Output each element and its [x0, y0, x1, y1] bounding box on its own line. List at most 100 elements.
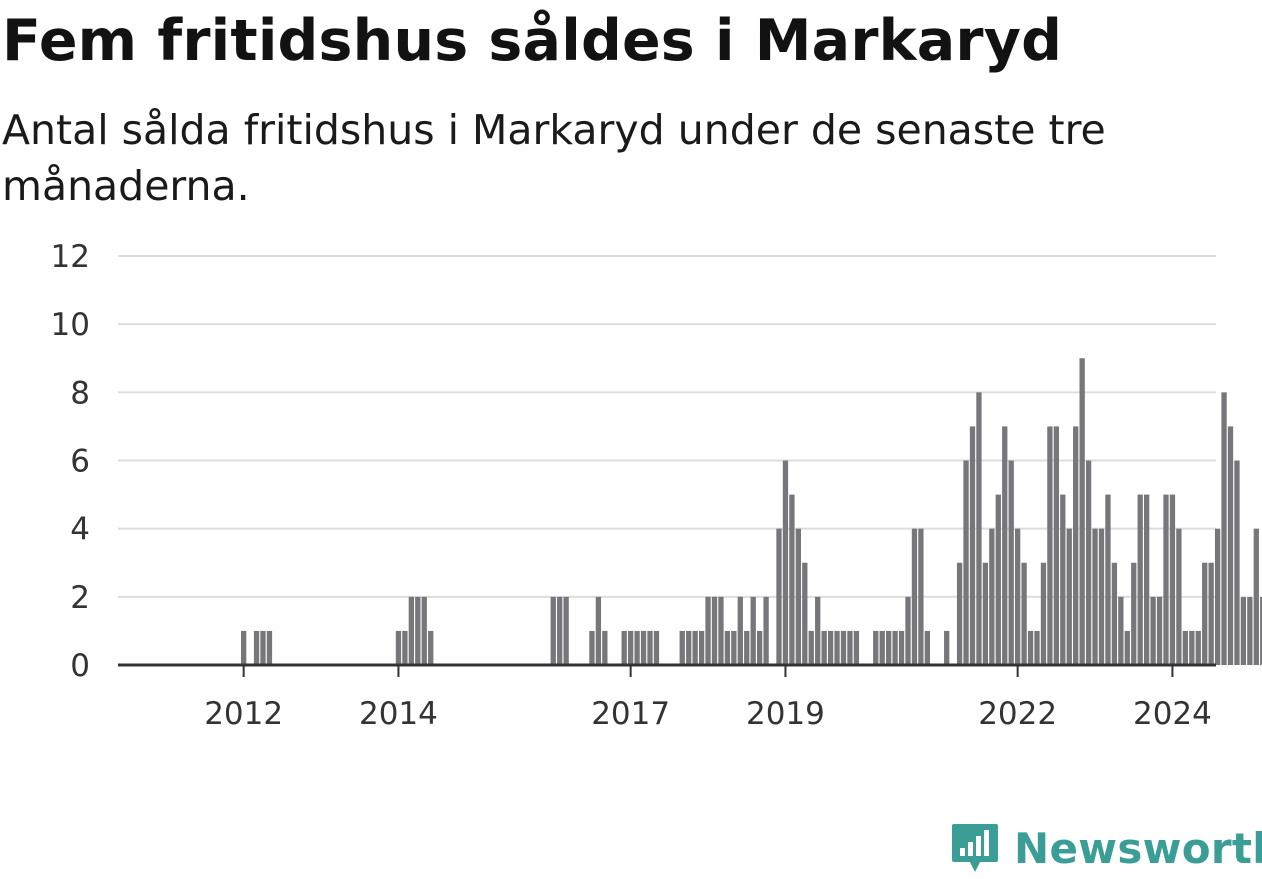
bar [1098, 528, 1105, 665]
bar [911, 528, 918, 665]
bar [711, 596, 718, 665]
bar [924, 630, 930, 665]
bar [1137, 494, 1143, 665]
bar [402, 630, 408, 665]
bar [1008, 460, 1014, 665]
bar [1176, 528, 1182, 665]
bar [873, 630, 879, 665]
bar [724, 630, 731, 665]
bar [634, 630, 640, 665]
bar [782, 460, 789, 665]
bar [834, 630, 840, 665]
bar [1227, 426, 1234, 665]
bar [1118, 596, 1124, 665]
bar [808, 630, 814, 665]
brand-logo: Newsworthy [950, 818, 1262, 878]
bar [1189, 630, 1195, 665]
bar [415, 596, 421, 665]
bar [918, 528, 924, 665]
bar [266, 630, 273, 665]
bar [602, 630, 608, 665]
y-tick-label: 8 [70, 375, 90, 411]
y-tick-label: 10 [51, 307, 90, 343]
bar [886, 630, 892, 665]
bar [1156, 596, 1163, 665]
bar [1208, 562, 1214, 665]
x-tick-label: 2024 [1133, 696, 1212, 732]
bar [1214, 528, 1221, 665]
y-tick-label: 4 [70, 512, 90, 548]
bar [1240, 596, 1247, 665]
bar [1092, 528, 1098, 665]
bar [976, 392, 982, 665]
bar [563, 596, 569, 665]
bar [640, 630, 647, 665]
bar [776, 528, 782, 665]
bar [1066, 528, 1072, 665]
bar [847, 630, 853, 665]
gridlines [118, 255, 1216, 598]
bar [428, 630, 434, 665]
bar [1060, 494, 1066, 665]
bar [421, 596, 427, 665]
brand-name: Newsworthy [1014, 823, 1262, 873]
bar [892, 630, 898, 665]
bar [763, 596, 769, 665]
bar [731, 630, 737, 665]
bar [1234, 460, 1240, 665]
bar [1027, 630, 1034, 665]
bar [241, 630, 247, 665]
bar [253, 630, 260, 665]
bar [827, 630, 834, 665]
bar [589, 630, 595, 665]
bar [698, 630, 705, 665]
x-tick-label: 2012 [204, 696, 283, 732]
bar [1260, 596, 1262, 665]
bar [1221, 392, 1227, 665]
bar [1079, 358, 1085, 665]
bar [550, 596, 556, 665]
bar [1015, 528, 1021, 665]
bar [653, 630, 660, 665]
bar [1150, 596, 1156, 665]
x-tick-label: 2017 [591, 696, 670, 732]
bar [963, 460, 969, 665]
y-tick-label: 6 [70, 444, 90, 480]
bars [241, 358, 1262, 665]
x-tick-label: 2022 [978, 696, 1057, 732]
bar [260, 630, 266, 665]
bar [628, 630, 634, 665]
bar [840, 630, 847, 665]
bar [1002, 426, 1008, 665]
bar [821, 630, 827, 665]
bar [647, 630, 653, 665]
bar [1202, 562, 1208, 665]
bar [1047, 426, 1053, 665]
x-tick-label: 2019 [746, 696, 825, 732]
bar [1021, 562, 1027, 665]
bar [853, 630, 860, 665]
y-tick-label: 12 [51, 239, 90, 275]
bar [815, 596, 821, 665]
bar [898, 630, 905, 665]
bar [1195, 630, 1201, 665]
x-tick-label: 2014 [359, 696, 438, 732]
bar [686, 630, 692, 665]
bar [795, 528, 801, 665]
bar [1040, 562, 1047, 665]
bar-chart-bubble-icon [952, 824, 998, 872]
bar [1073, 426, 1079, 665]
x-axis-ticks: 2012 2014 2017 2019 2022 2024 [118, 663, 1216, 732]
bar [1182, 630, 1188, 665]
bar [1253, 528, 1259, 665]
bar [757, 630, 763, 665]
bar [705, 596, 711, 665]
bar [802, 562, 808, 665]
bar [1105, 494, 1111, 665]
bar [1111, 562, 1118, 665]
y-tick-label: 2 [70, 580, 90, 616]
bar [1085, 460, 1092, 665]
bar [969, 426, 976, 665]
bar [989, 528, 995, 665]
